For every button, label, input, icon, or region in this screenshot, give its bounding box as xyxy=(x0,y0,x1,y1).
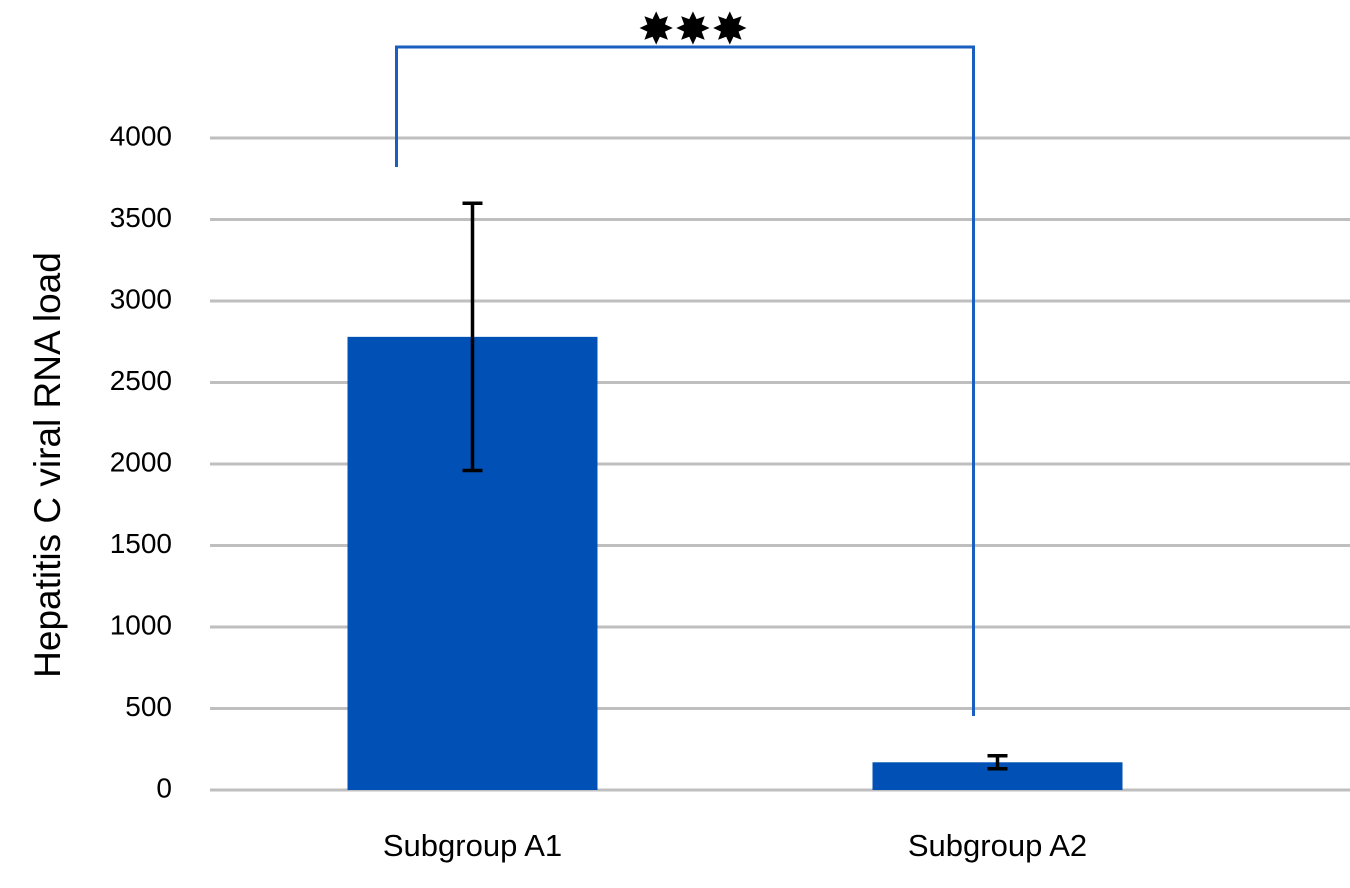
y-tick-label: 4000 xyxy=(110,120,172,151)
x-tick-label: Subgroup A2 xyxy=(908,828,1087,863)
error-bar xyxy=(987,754,1008,771)
y-tick-label: 3500 xyxy=(110,202,172,233)
y-tick-label: 2500 xyxy=(110,365,172,396)
y-tick-label: 3000 xyxy=(110,283,172,314)
significance-bracket xyxy=(395,45,975,716)
x-tick-label: Subgroup A1 xyxy=(383,828,562,863)
y-tick-label: 1500 xyxy=(110,528,172,559)
error-bar xyxy=(462,201,483,473)
y-tick-label: 0 xyxy=(156,772,172,803)
y-axis-label: Hepatitis C viral RNA load xyxy=(27,252,68,678)
y-tick-label: 1000 xyxy=(110,609,172,640)
y-tick-label: 500 xyxy=(125,691,172,722)
y-tick-label: 2000 xyxy=(110,446,172,477)
significance-annotation: ✸✸✸ xyxy=(638,4,749,55)
